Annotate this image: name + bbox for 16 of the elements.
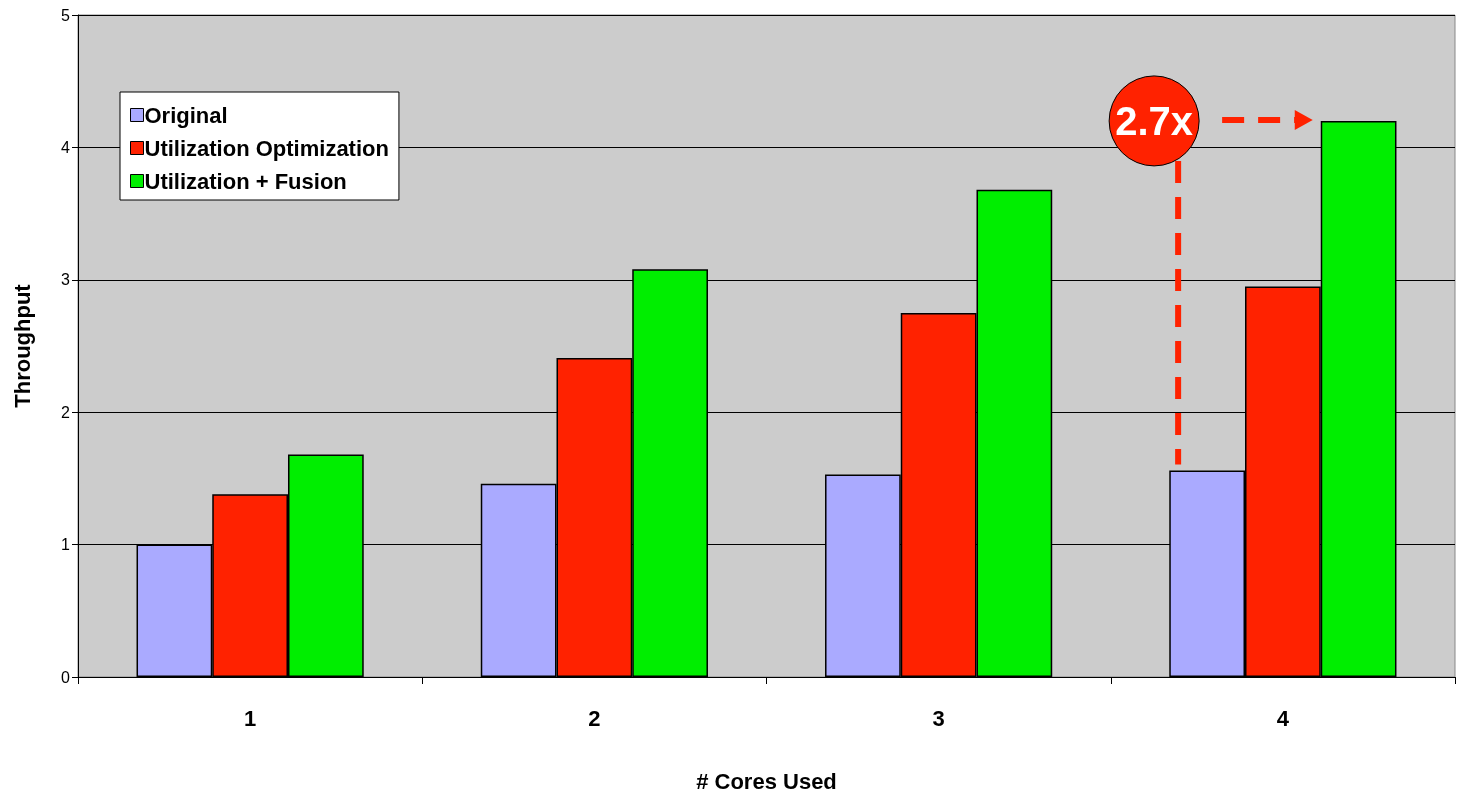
y-tick-label: 3 bbox=[61, 271, 71, 289]
x-tick-label: 2 bbox=[588, 705, 601, 731]
legend-label: Original bbox=[144, 102, 228, 128]
x-tick-label: 4 bbox=[1276, 705, 1290, 731]
y-tick-label: 4 bbox=[61, 138, 71, 156]
legend-label: Utilization + Fusion bbox=[144, 168, 347, 194]
annotation: 2.7x bbox=[1115, 98, 1194, 143]
y-tick-label: 1 bbox=[61, 536, 71, 554]
y-tick-label: 0 bbox=[61, 668, 71, 686]
y-axis-title: Throughput bbox=[9, 283, 35, 408]
x-tick-label: 1 bbox=[244, 705, 257, 731]
x-tick-label: 3 bbox=[932, 705, 945, 731]
y-tick-label: 5 bbox=[61, 6, 71, 24]
y-tick-label: 2 bbox=[61, 403, 71, 421]
x-axis-title: # Cores Used bbox=[696, 768, 837, 794]
legend-label: Utilization Optimization bbox=[144, 135, 389, 161]
